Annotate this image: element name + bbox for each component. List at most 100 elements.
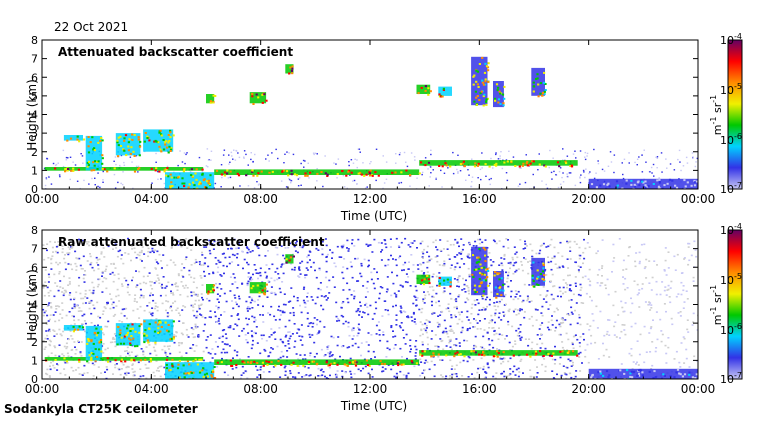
noise-cell [88,244,91,247]
noise-cell [155,354,158,357]
noise-cell [214,341,217,343]
noise-cell [693,355,696,358]
noise-cell [316,333,319,335]
speckle-cell [666,167,668,169]
feature-cell [652,377,655,379]
noise-cell [154,267,157,269]
noise-cell [519,309,521,312]
noise-cell [551,298,554,301]
feature-cell [429,90,432,93]
noise-cell [173,341,176,344]
noise-cell [82,328,85,331]
noise-cell [468,275,471,278]
noise-cell [83,320,86,322]
feature-cell [291,72,294,75]
speckle-cell [256,181,258,183]
feature-cell [572,350,575,353]
noise-cell [58,328,61,331]
noise-cell [256,376,259,378]
noise-cell [639,333,642,336]
feature-cell [487,80,490,83]
noise-cell [495,301,498,303]
noise-cell [396,274,399,277]
noise-cell [186,247,189,249]
noise-cell [194,293,197,296]
speckle-cell [656,167,658,169]
noise-cell [114,366,117,369]
noise-cell [362,311,365,313]
noise-cell [158,279,160,281]
feature-cell [418,172,421,175]
noise-cell [328,366,331,369]
noise-cell [46,243,49,245]
colorbar-1: 10-4 10-5 10-6 10-7 m-1 sr-1 [709,32,743,196]
noise-cell [225,300,228,303]
noise-cell [550,238,553,241]
noise-cell [419,321,422,323]
noise-cell [550,293,553,296]
feature-cell [249,362,252,364]
feature-halo [493,81,504,108]
feature-cell [157,141,160,144]
noise-cell [466,285,469,287]
feature-cell [539,273,542,275]
feature-cell [486,268,489,270]
feature-cell [94,348,97,351]
feature-cell [126,331,129,334]
noise-cell [524,247,527,249]
feature-cell [634,185,637,188]
feature-cell [114,359,117,362]
noise-cell [443,319,446,322]
noise-cell [562,321,565,324]
noise-cell [407,244,410,246]
noise-cell [319,288,322,291]
feature-cell [449,281,452,284]
noise-cell [644,301,647,303]
speckle-cell [636,158,639,160]
noise-cell [572,364,574,366]
feature-cell [484,260,487,263]
feature-10 [416,274,431,286]
feature-cell [688,373,691,376]
noise-cell [278,305,280,308]
noise-cell [201,251,203,254]
noise-cell [442,291,445,294]
feature-halo [206,284,215,294]
noise-cell [539,294,542,296]
noise-cell [513,246,516,248]
noise-cell [384,243,387,245]
feature-cell [374,171,377,174]
noise-cell [325,244,328,247]
noise-cell [536,366,538,368]
noise-cell [373,268,376,270]
noise-cell [615,336,618,338]
noise-cell [594,341,597,344]
y-tick-label: 2 [31,146,38,159]
noise-cell [88,307,91,310]
speckle-cell [416,177,418,179]
feature-cell [205,186,208,189]
noise-cell [191,304,194,307]
feature-cell [78,360,81,363]
noise-cell [395,304,397,307]
feature-cell [223,174,226,177]
noise-cell [448,310,451,313]
noise-cell [360,275,363,278]
noise-cell [277,309,280,311]
feature-7 [206,94,217,104]
noise-cell [149,352,152,355]
noise-cell [212,272,215,275]
noise-cell [79,292,82,295]
speckle-cell [210,150,213,152]
feature-cell [192,377,195,379]
feature-cell [336,363,339,366]
noise-cell [92,292,95,294]
feature-cell [605,187,608,189]
noise-cell [303,286,306,289]
noise-cell [560,322,563,325]
noise-cell [265,264,268,266]
feature-cell [475,103,478,106]
speckle-cell [346,187,348,189]
feature-cell [641,371,644,374]
noise-cell [351,329,354,332]
